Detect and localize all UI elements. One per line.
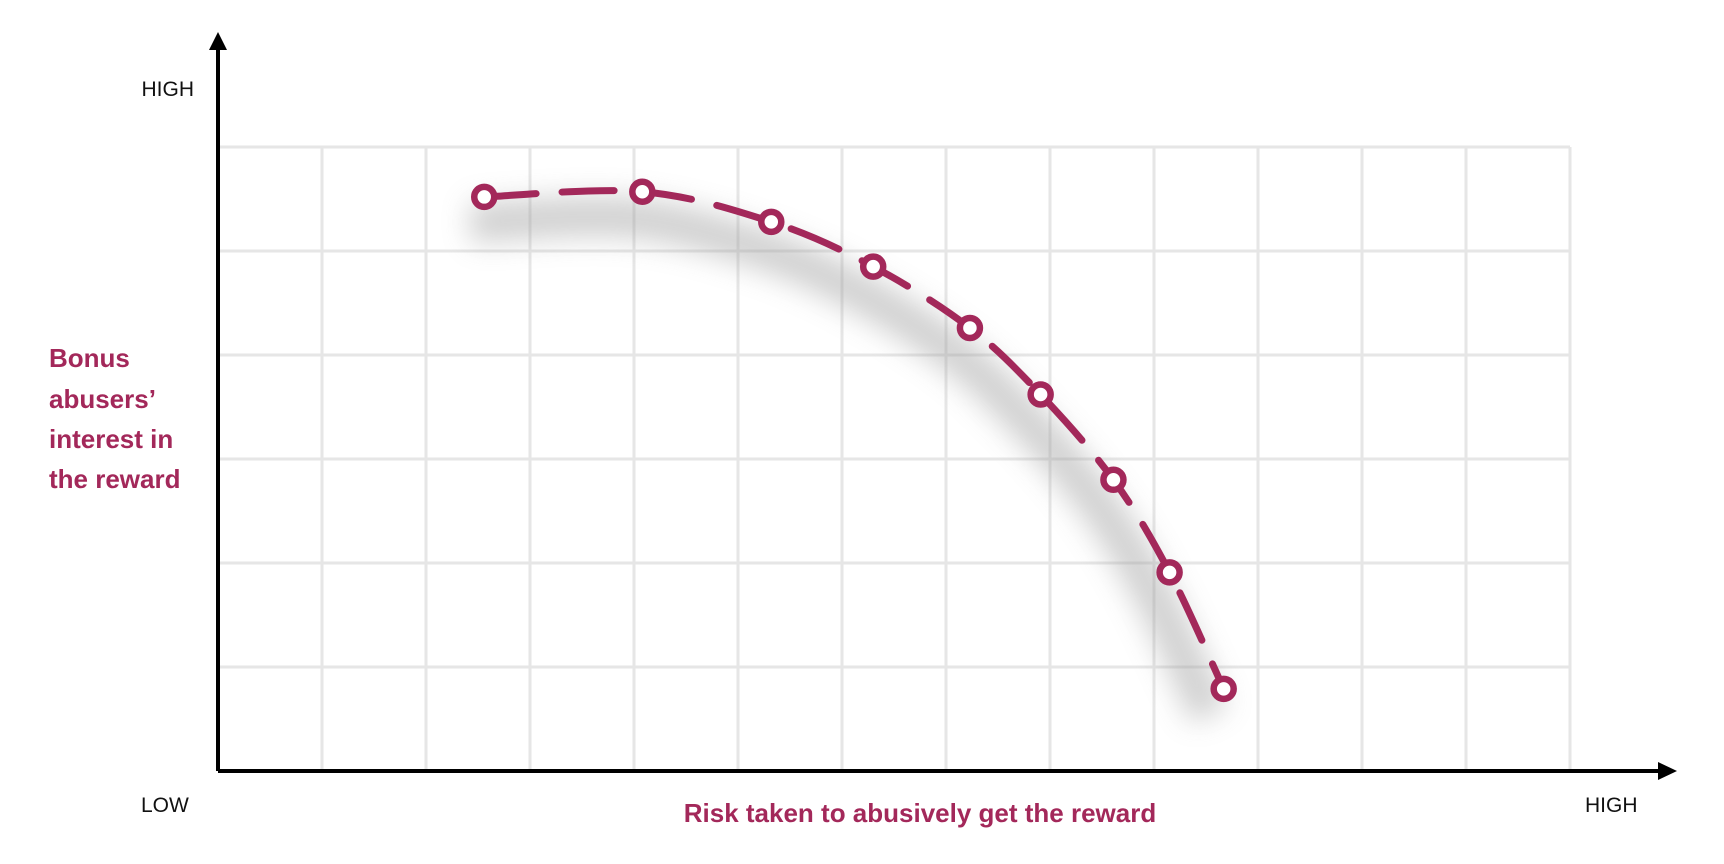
data-point: [629, 178, 656, 205]
y-axis-title-line: the reward: [49, 464, 181, 494]
data-point: [758, 208, 785, 236]
y-axis-title-line: Bonus: [49, 343, 130, 373]
y-axis-arrow: [209, 32, 227, 50]
y-tick-high: HIGH: [142, 78, 195, 101]
x-tick-high: HIGH: [1585, 794, 1638, 817]
data-point: [956, 314, 984, 342]
data-point: [1210, 675, 1237, 703]
x-tick-low: LOW: [141, 794, 189, 817]
data-point: [1100, 466, 1127, 494]
y-axis-title: Bonus abusers’ interest in the reward: [49, 343, 181, 494]
data-point: [1156, 559, 1183, 586]
curve-shadow: [469, 196, 1228, 724]
series: [470, 178, 1237, 703]
y-axis-title-line: interest in: [49, 424, 173, 454]
curve-shadow-band: [469, 196, 1228, 724]
series-line: [480, 187, 1228, 693]
axes: [209, 32, 1677, 780]
data-point: [859, 253, 887, 280]
x-axis-title: Risk taken to abusively get the reward: [684, 798, 1157, 828]
data-point: [470, 183, 498, 211]
y-axis-title-line: abusers’: [49, 384, 156, 414]
grid: [218, 145, 1572, 771]
x-axis-arrow: [1658, 762, 1677, 780]
data-point: [1027, 381, 1054, 408]
